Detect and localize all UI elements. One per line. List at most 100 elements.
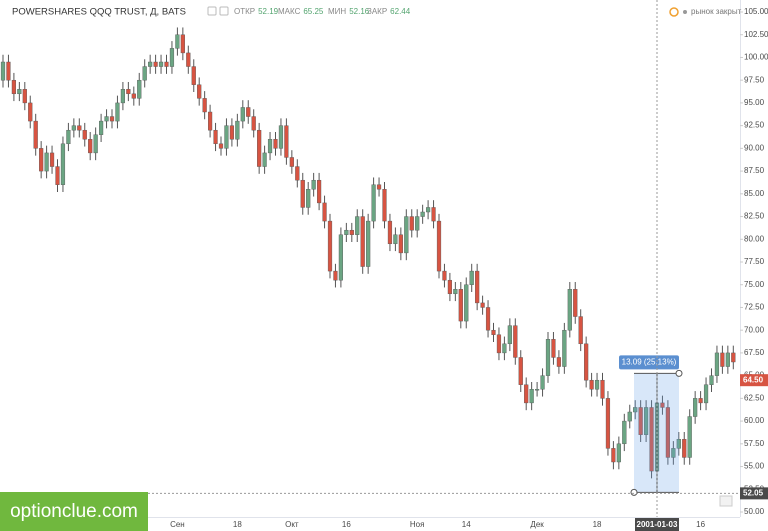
candle-body [158, 61, 164, 67]
candle-body [82, 129, 87, 140]
candle-body [731, 352, 736, 363]
candle-body [584, 343, 589, 381]
candle-body [665, 407, 670, 458]
candle-body [169, 48, 175, 67]
candle-body [191, 66, 196, 85]
candle-body [714, 352, 720, 376]
candle-body [126, 89, 131, 95]
candle-body [44, 152, 49, 172]
candle-body [507, 325, 512, 345]
candle-body [22, 89, 27, 104]
candle-body [295, 166, 300, 181]
legend-label: МИН [328, 7, 346, 16]
chart-title[interactable]: POWERSHARES QQQ TRUST, Д, BATS [12, 7, 186, 18]
settings-icon[interactable] [207, 6, 217, 16]
plot: 50.0052.5055.0057.5060.0062.5065.0067.50… [0, 7, 768, 531]
candle-body [366, 220, 371, 267]
candle-body [344, 229, 349, 235]
candle-body [709, 375, 714, 385]
candle-body [39, 148, 44, 172]
candle-body [442, 270, 447, 281]
candle-body [88, 139, 93, 154]
candle-body [98, 120, 104, 135]
candle-body [164, 61, 169, 67]
last-price-label: 64.50 [743, 375, 764, 384]
watermark-box [0, 492, 148, 531]
y-tick-label: 97.50 [744, 75, 765, 84]
candle-body [109, 116, 115, 122]
candle-body [578, 316, 583, 345]
candle-body [360, 216, 365, 267]
candle-body [518, 357, 523, 385]
y-tick-label: 87.50 [744, 166, 765, 175]
y-tick-label: 82.50 [744, 212, 765, 221]
candle-body [33, 120, 38, 149]
candle-body [420, 211, 425, 217]
candle-body [186, 52, 191, 67]
y-tick-label: 95.00 [744, 98, 765, 107]
candle-body [306, 189, 311, 208]
candle-body [11, 79, 16, 95]
candle-body [605, 398, 611, 449]
candle-body [594, 379, 600, 390]
measure-label: 13.09 (25.13%) [622, 357, 677, 366]
candle-body [387, 220, 393, 245]
y-tick-label: 80.00 [744, 234, 765, 243]
candle-body [485, 307, 491, 331]
y-tick-label: 75.00 [744, 280, 765, 289]
candle-body [207, 111, 213, 131]
scroll-button[interactable] [719, 495, 733, 507]
candle-body [600, 379, 605, 399]
candle-body [453, 289, 458, 295]
candle-body [671, 448, 676, 458]
candle-body [180, 34, 185, 54]
candle-body [115, 102, 120, 122]
x-tick-label: 18 [593, 520, 602, 529]
candle-body [60, 143, 66, 185]
candle-body [682, 439, 687, 458]
x-tick-label: 16 [342, 520, 351, 529]
candle-body [224, 125, 229, 149]
candle-body [142, 66, 147, 81]
candle-body [556, 357, 561, 367]
candle-body [409, 216, 414, 231]
hide-icon[interactable] [219, 6, 229, 16]
candle-body [55, 166, 60, 185]
candle-body [251, 116, 256, 131]
candle-body [431, 207, 436, 222]
x-tick-label: 16 [696, 520, 705, 529]
candle-body [567, 289, 572, 331]
candle-body [382, 189, 387, 222]
x-tick-label: 14 [462, 520, 471, 529]
candle-body [644, 407, 649, 435]
candle-body [404, 216, 409, 254]
candle-body [698, 398, 703, 404]
candle-body [469, 270, 474, 285]
candle-body [148, 61, 153, 67]
status-icon [669, 7, 679, 17]
candle-body [49, 152, 55, 167]
measure-handle [675, 369, 683, 377]
candle-body [131, 93, 136, 99]
candle-body [278, 125, 284, 149]
y-tick-label: 72.50 [744, 303, 765, 312]
candle-body [317, 179, 322, 204]
x-tick-label: Окт [285, 520, 299, 529]
candle-body [235, 120, 240, 140]
market-status: рынок закрыт [691, 7, 742, 16]
candle-body [447, 279, 452, 295]
legend-label: МАКС [278, 7, 301, 16]
candle-body [545, 339, 551, 376]
candle-body [218, 143, 224, 149]
candle-body [376, 184, 382, 190]
y-tick-label: 55.00 [744, 462, 765, 471]
crosshair-price-label: 52.05 [743, 488, 764, 497]
candle-body [17, 89, 22, 95]
measure-label-box [619, 355, 679, 370]
candle-body [338, 234, 343, 281]
candle-body [77, 125, 82, 131]
candle-body [540, 375, 545, 390]
candle-body [153, 61, 158, 67]
candle-body [627, 411, 632, 422]
